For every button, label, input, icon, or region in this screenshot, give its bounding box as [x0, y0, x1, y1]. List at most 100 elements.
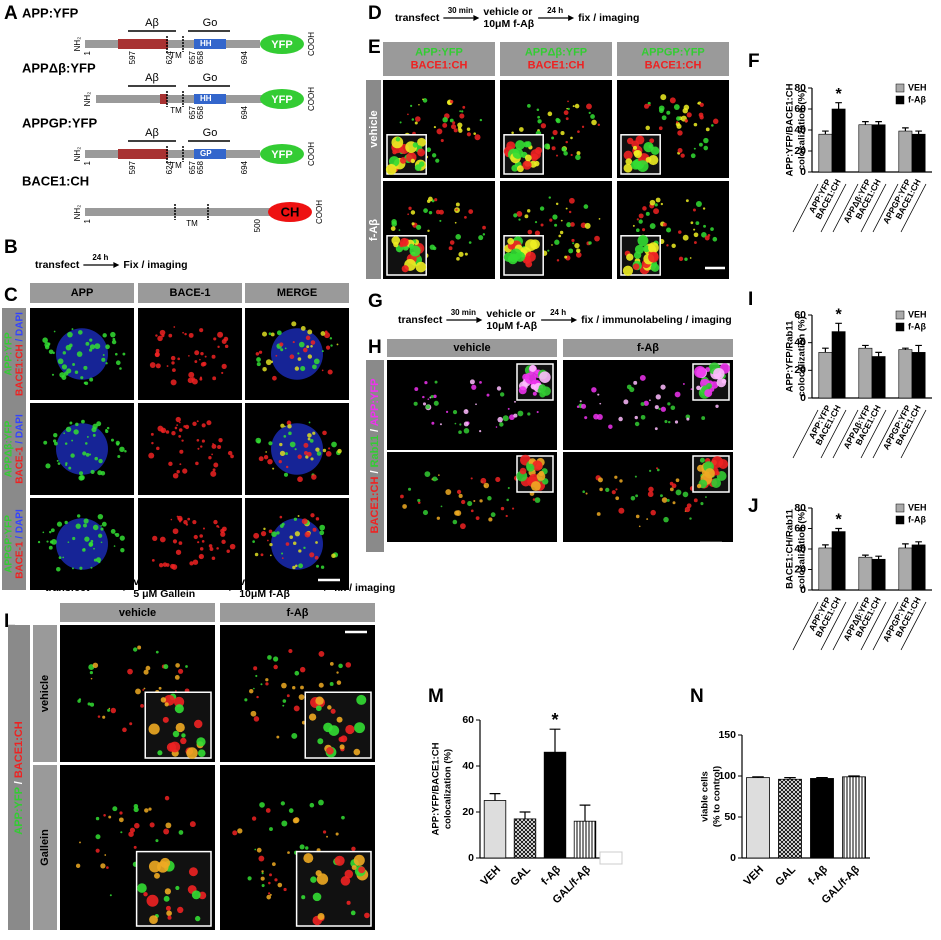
- puncta: [106, 866, 109, 869]
- error-bar: [579, 804, 591, 822]
- puncta: [678, 230, 682, 234]
- puncta: [309, 439, 314, 443]
- y-tick-label: 0: [800, 392, 806, 404]
- puncta: [144, 808, 149, 813]
- puncta: [638, 219, 643, 224]
- puncta: [92, 433, 96, 437]
- puncta: [672, 485, 675, 488]
- label-part: APP:YFP: [369, 379, 381, 427]
- puncta: [579, 400, 582, 403]
- puncta: [499, 392, 505, 397]
- puncta: [598, 218, 601, 220]
- c-terminus: COOH: [307, 142, 316, 166]
- puncta: [660, 406, 666, 412]
- row-label: APP:YFP: [3, 332, 14, 376]
- residue-number: 658: [196, 160, 205, 174]
- puncta: [478, 235, 484, 241]
- tag-label: YFP: [271, 149, 292, 161]
- inset-puncta: [536, 472, 546, 481]
- column-header: vehicle: [453, 342, 490, 354]
- puncta: [455, 234, 462, 240]
- header-bar: [617, 42, 729, 76]
- y-tick-label: 20: [462, 806, 474, 818]
- puncta: [473, 132, 477, 135]
- puncta: [450, 124, 457, 130]
- puncta: [440, 138, 444, 143]
- y-tick-label: 80: [794, 502, 806, 514]
- puncta: [398, 229, 401, 231]
- puncta: [140, 704, 144, 708]
- puncta: [674, 391, 681, 398]
- label-part: BACE1:CH: [14, 344, 25, 396]
- puncta: [596, 512, 601, 516]
- puncta: [693, 232, 699, 238]
- puncta: [466, 132, 472, 137]
- puncta: [45, 463, 51, 469]
- puncta: [79, 841, 81, 844]
- puncta: [208, 456, 212, 460]
- puncta: [648, 486, 654, 493]
- puncta: [690, 153, 696, 159]
- inset-puncta: [643, 141, 654, 153]
- puncta: [128, 831, 134, 837]
- puncta: [164, 795, 170, 801]
- puncta: [308, 421, 311, 424]
- puncta: [435, 209, 441, 215]
- y-tick-label: 40: [794, 124, 806, 136]
- puncta: [199, 534, 203, 538]
- puncta: [200, 351, 204, 356]
- puncta: [84, 442, 88, 445]
- puncta: [56, 521, 63, 527]
- bar: [911, 133, 926, 173]
- puncta: [163, 828, 170, 835]
- header-bar: [220, 603, 375, 622]
- puncta: [76, 351, 83, 357]
- inset-puncta: [315, 705, 322, 712]
- inset: [135, 850, 212, 927]
- inset-puncta: [345, 724, 355, 735]
- puncta: [280, 423, 285, 428]
- arrow-head: [476, 317, 483, 323]
- puncta: [300, 365, 306, 372]
- puncta: [428, 196, 433, 202]
- puncta: [104, 854, 107, 856]
- puncta: [313, 358, 320, 365]
- flow-step: transfect: [395, 12, 440, 24]
- puncta: [112, 806, 118, 812]
- puncta: [83, 523, 88, 528]
- puncta: [307, 433, 312, 438]
- puncta: [464, 216, 467, 219]
- inset-puncta: [388, 156, 400, 167]
- inset-puncta: [507, 237, 515, 245]
- legend-swatch: [895, 503, 905, 513]
- puncta: [495, 426, 498, 428]
- puncta: [300, 685, 304, 690]
- puncta: [183, 519, 188, 525]
- inset-puncta: [385, 164, 397, 175]
- puncta: [77, 514, 81, 518]
- puncta: [567, 107, 570, 111]
- puncta: [623, 399, 629, 405]
- inset-puncta: [524, 372, 537, 384]
- puncta: [316, 564, 320, 568]
- inset-puncta: [173, 696, 185, 708]
- puncta: [331, 553, 336, 558]
- inset-puncta: [137, 883, 147, 893]
- inset-puncta: [415, 261, 427, 273]
- puncta: [712, 118, 719, 125]
- puncta: [279, 515, 283, 519]
- inset-puncta: [154, 872, 160, 879]
- inset-puncta: [515, 140, 525, 150]
- puncta: [459, 423, 462, 426]
- puncta: [298, 694, 305, 701]
- inset-puncta: [391, 236, 401, 245]
- inset-puncta: [351, 865, 357, 871]
- puncta: [50, 528, 55, 533]
- puncta: [310, 340, 316, 345]
- puncta: [701, 416, 706, 420]
- significance-mark: *: [835, 512, 842, 529]
- puncta: [178, 435, 182, 438]
- puncta: [429, 244, 436, 250]
- row-label: Gallein: [39, 829, 51, 866]
- puncta: [64, 442, 68, 445]
